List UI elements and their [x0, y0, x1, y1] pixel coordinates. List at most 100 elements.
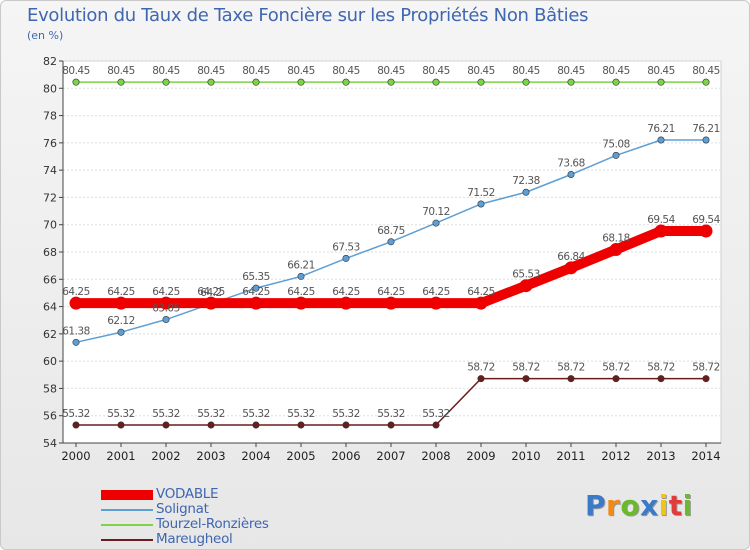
data-label-solignat: 67.53	[332, 241, 360, 253]
data-point-mareugheol	[702, 375, 710, 383]
legend-label-vodable: VODABLE	[156, 486, 219, 502]
data-label-solignat: 75.08	[602, 138, 630, 150]
data-point-tourzel-ronzi-res	[567, 78, 575, 86]
x-tick-label: 2006	[331, 449, 360, 463]
y-axis-unit: (en %)	[27, 29, 64, 42]
data-label-vodable: 64.25	[197, 286, 225, 298]
data-point-solignat	[297, 272, 305, 280]
logo-letter: i	[682, 489, 693, 522]
data-label-solignat: 63.05	[152, 303, 180, 315]
logo-letter: r	[606, 489, 621, 522]
x-tick-label: 2001	[106, 449, 135, 463]
data-point-tourzel-ronzi-res	[657, 78, 665, 86]
data-point-mareugheol	[72, 421, 80, 429]
data-label-solignat: 73.68	[557, 158, 585, 170]
data-point-mareugheol	[522, 375, 530, 383]
data-point-tourzel-ronzi-res	[432, 78, 440, 86]
data-label-tourzel-ronzi-res: 80.45	[332, 65, 360, 77]
data-label-tourzel-ronzi-res: 80.45	[152, 65, 180, 77]
data-point-tourzel-ronzi-res	[477, 78, 485, 86]
data-point-vodable	[69, 296, 83, 310]
data-label-solignat: 62.12	[107, 315, 135, 327]
y-tick-label: 72	[43, 191, 57, 204]
data-point-tourzel-ronzi-res	[612, 78, 620, 86]
data-point-mareugheol	[432, 421, 440, 429]
x-tick-label: 2007	[376, 449, 405, 463]
y-tick-label: 54	[43, 437, 57, 450]
data-point-solignat	[387, 238, 395, 246]
data-point-tourzel-ronzi-res	[387, 78, 395, 86]
data-point-solignat	[72, 338, 80, 346]
data-point-tourzel-ronzi-res	[117, 78, 125, 86]
data-point-vodable	[249, 296, 263, 310]
data-label-solignat: 71.52	[467, 187, 495, 199]
data-label-mareugheol: 58.72	[557, 362, 585, 374]
data-point-mareugheol	[477, 375, 485, 383]
data-point-solignat	[432, 219, 440, 227]
proxiti-logo: Proxiti	[585, 489, 693, 522]
data-label-vodable: 64.25	[152, 286, 180, 298]
data-label-solignat: 61.38	[62, 325, 90, 337]
x-tick-label: 2002	[151, 449, 180, 463]
legend-item-solignat: Solignat	[101, 501, 361, 517]
legend-swatch-solignat	[101, 509, 153, 511]
data-label-vodable: 65.53	[512, 269, 540, 281]
data-point-vodable	[564, 261, 578, 275]
data-label-mareugheol: 55.32	[377, 408, 405, 420]
data-point-vodable	[474, 296, 488, 310]
x-tick-label: 2013	[646, 449, 675, 463]
data-point-solignat	[567, 171, 575, 179]
x-tick-label: 2012	[601, 449, 630, 463]
data-point-vodable	[429, 296, 443, 310]
legend-item-mareugheol: Mareugheol	[101, 531, 361, 547]
data-label-mareugheol: 58.72	[467, 362, 495, 374]
data-label-tourzel-ronzi-res: 80.45	[287, 65, 315, 77]
data-label-tourzel-ronzi-res: 80.45	[512, 65, 540, 77]
legend-swatch-mareugheol	[101, 539, 153, 541]
data-point-vodable	[609, 243, 623, 257]
data-label-vodable: 64.25	[332, 286, 360, 298]
data-label-solignat: 76.21	[647, 123, 675, 135]
data-label-tourzel-ronzi-res: 80.45	[467, 65, 495, 77]
data-point-mareugheol	[612, 375, 620, 383]
logo-letter: x	[640, 489, 659, 522]
data-point-tourzel-ronzi-res	[207, 78, 215, 86]
y-tick-label: 66	[43, 273, 57, 286]
legend-swatch-tourzel-ronzi-res	[101, 524, 153, 526]
data-label-mareugheol: 55.32	[197, 408, 225, 420]
logo-letter: t	[668, 489, 683, 522]
x-tick-label: 2011	[556, 449, 585, 463]
y-tick-label: 76	[43, 137, 57, 150]
x-tick-label: 2010	[511, 449, 540, 463]
data-point-mareugheol	[657, 375, 665, 383]
data-point-vodable	[159, 296, 173, 310]
data-point-tourzel-ronzi-res	[522, 78, 530, 86]
data-label-vodable: 64.25	[467, 286, 495, 298]
data-point-mareugheol	[162, 421, 170, 429]
data-label-tourzel-ronzi-res: 80.45	[557, 65, 585, 77]
x-tick-label: 2014	[691, 449, 720, 463]
data-point-tourzel-ronzi-res	[162, 78, 170, 86]
data-point-solignat	[162, 316, 170, 324]
data-label-mareugheol: 55.32	[62, 408, 90, 420]
data-point-vodable	[339, 296, 353, 310]
data-point-vodable	[204, 296, 218, 310]
data-label-tourzel-ronzi-res: 80.45	[62, 65, 90, 77]
data-point-mareugheol	[387, 421, 395, 429]
data-label-solignat: 64.2	[200, 287, 221, 299]
data-label-vodable: 64.25	[62, 286, 90, 298]
x-tick-label: 2000	[61, 449, 90, 463]
data-label-solignat: 68.75	[377, 225, 405, 237]
data-label-mareugheol: 55.32	[242, 408, 270, 420]
data-point-mareugheol	[252, 421, 260, 429]
data-point-solignat	[702, 136, 710, 144]
data-label-vodable: 64.25	[107, 286, 135, 298]
data-label-mareugheol: 55.32	[152, 408, 180, 420]
data-label-vodable: 69.54	[647, 214, 675, 226]
x-tick-label: 2004	[241, 449, 270, 463]
data-point-mareugheol	[117, 421, 125, 429]
data-point-tourzel-ronzi-res	[342, 78, 350, 86]
data-label-tourzel-ronzi-res: 80.45	[197, 65, 225, 77]
